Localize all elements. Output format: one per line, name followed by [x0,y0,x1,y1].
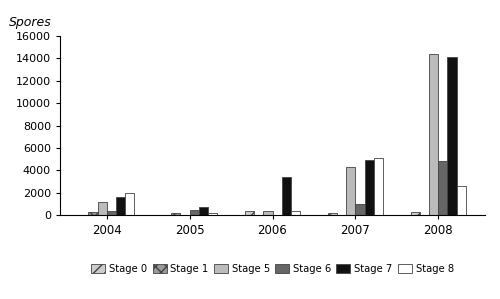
Bar [364,160,374,215]
Bar [374,158,383,215]
Bar [264,211,272,215]
Bar [116,197,125,215]
Bar [106,211,116,215]
Bar [290,211,300,215]
Bar [98,202,106,215]
Bar [429,54,438,215]
Bar [172,213,180,215]
Bar [125,193,134,215]
Bar [282,177,290,215]
Bar [88,212,98,215]
Bar [190,210,198,215]
Bar [208,213,217,215]
Legend: Stage 0, Stage 1, Stage 5, Stage 6, Stage 7, Stage 8: Stage 0, Stage 1, Stage 5, Stage 6, Stag… [88,260,458,278]
Bar [198,208,208,215]
Bar [245,211,254,215]
Bar [328,213,337,215]
Bar [438,161,448,215]
Bar [346,167,356,215]
Bar [356,204,364,215]
Text: Spores: Spores [9,16,52,29]
Bar [411,212,420,215]
Bar [456,186,466,215]
Bar [448,57,456,215]
